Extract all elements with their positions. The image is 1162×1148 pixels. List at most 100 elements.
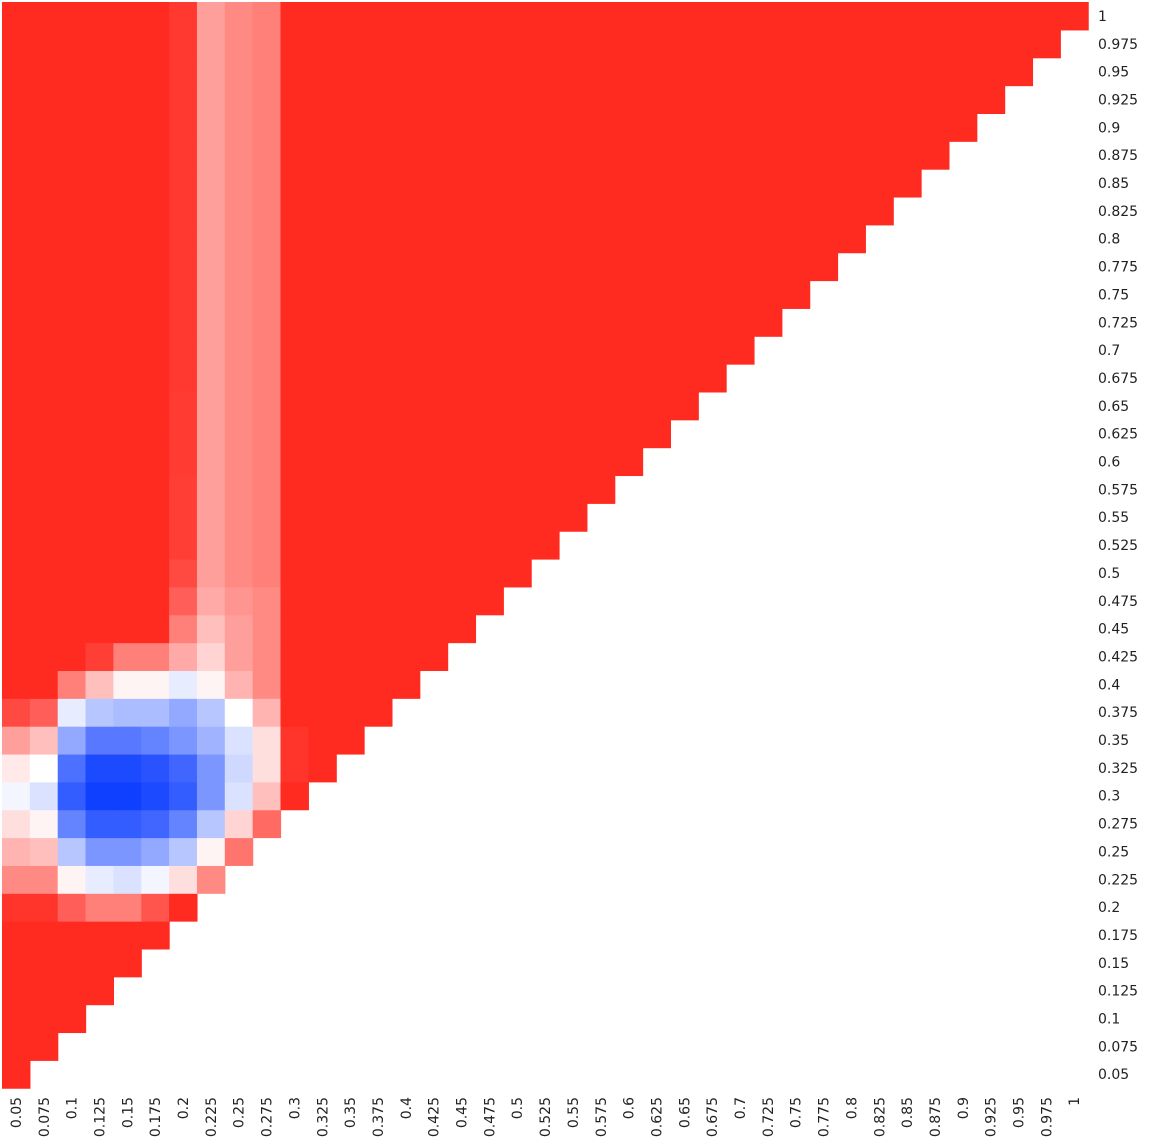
heatmap-cell [753, 57, 783, 87]
heatmap-cell [698, 364, 727, 393]
heatmap-cell [364, 559, 393, 588]
heatmap-cell [698, 336, 727, 365]
heatmap-cell [726, 29, 755, 59]
y-tick-label: 0.175 [1098, 928, 1138, 944]
heatmap-cell [196, 475, 226, 504]
heatmap-cell [391, 559, 421, 588]
heatmap-cell [503, 308, 532, 337]
heatmap-cell [559, 85, 588, 114]
heatmap-cell [2, 447, 31, 477]
heatmap-cell [364, 391, 393, 421]
heatmap-cell [726, 196, 755, 226]
heatmap-cell [948, 85, 978, 114]
heatmap-cell [57, 29, 87, 59]
heatmap-cell [948, 29, 978, 59]
heatmap-cell [141, 252, 170, 282]
heatmap-cell [2, 698, 31, 727]
heatmap-cell [670, 113, 699, 142]
heatmap-cell [57, 196, 87, 226]
heatmap-cell [531, 169, 560, 198]
heatmap-cell [29, 809, 59, 839]
y-tick-label: 0.825 [1098, 204, 1138, 220]
heatmap-cell [169, 113, 198, 142]
heatmap-cell [169, 57, 198, 87]
heatmap-cell [698, 85, 727, 114]
heatmap-cell [893, 169, 922, 198]
heatmap-cell [1032, 29, 1061, 59]
heatmap-cell [252, 642, 282, 671]
heatmap-cell [419, 336, 449, 365]
heatmap-cell [2, 976, 31, 1006]
heatmap-cell [586, 113, 616, 142]
heatmap-cell [113, 391, 142, 421]
heatmap-cell [2, 726, 31, 755]
heatmap-cell [29, 976, 59, 1006]
heatmap-cell [642, 57, 671, 87]
heatmap-cell [391, 447, 421, 477]
heatmap-cell [726, 2, 755, 31]
heatmap-cell [85, 196, 114, 226]
heatmap-cell [224, 113, 254, 142]
heatmap-cell [503, 531, 532, 560]
heatmap-cell [419, 391, 449, 421]
heatmap-cell [614, 364, 644, 393]
x-tick-label: 0.425 [427, 1097, 443, 1137]
heatmap-cell [559, 336, 588, 365]
heatmap-cell [280, 113, 309, 142]
heatmap-cell [85, 642, 114, 671]
heatmap-cell [336, 2, 365, 31]
heatmap-cell [141, 642, 170, 671]
heatmap-cell [224, 531, 254, 560]
heatmap-cell [280, 252, 309, 282]
heatmap-cell [252, 614, 282, 644]
heatmap-cell [280, 29, 309, 59]
heatmap-cell [586, 85, 616, 114]
heatmap-cell [308, 57, 337, 87]
heatmap-cell [57, 169, 87, 198]
heatmap-cell [336, 586, 365, 616]
heatmap-cell [57, 503, 87, 532]
heatmap-cell [837, 169, 866, 198]
heatmap-cell [29, 419, 59, 449]
y-tick-label: 0.95 [1098, 65, 1129, 81]
heatmap-cell [837, 2, 866, 31]
y-tick-label: 0.775 [1098, 260, 1138, 276]
heatmap-cell [224, 614, 254, 644]
heatmap-cell [391, 196, 421, 226]
heatmap-cell [224, 753, 254, 783]
heatmap-cell [670, 141, 699, 170]
heatmap-cell [113, 809, 142, 839]
heatmap-cell [614, 2, 644, 31]
heatmap-cell [85, 29, 114, 59]
heatmap-cell [447, 280, 477, 309]
x-tick-label: 0.275 [260, 1097, 276, 1137]
heatmap-cell [336, 113, 365, 142]
heatmap-cell [141, 364, 170, 393]
heatmap-cell [224, 280, 254, 309]
heatmap-cell [559, 391, 588, 421]
heatmap-cell [419, 364, 449, 393]
y-tick-label: 0.6 [1098, 455, 1120, 471]
heatmap-cell [224, 447, 254, 477]
heatmap-cell [85, 865, 114, 894]
heatmap-cell [586, 280, 616, 309]
heatmap-cell [113, 336, 142, 365]
heatmap-cell [308, 698, 337, 727]
heatmap-cell [336, 670, 365, 699]
heatmap-cell [280, 781, 309, 811]
heatmap-cell [336, 280, 365, 309]
heatmap-cell [29, 559, 59, 588]
x-tick-label: 0.725 [761, 1097, 777, 1137]
heatmap-cell [809, 2, 839, 31]
heatmap-cell [336, 447, 365, 477]
heatmap-cell [336, 726, 365, 755]
heatmap-cell [586, 308, 616, 337]
heatmap-cell [169, 447, 198, 477]
heatmap-cell [391, 29, 421, 59]
heatmap-cell [893, 113, 922, 142]
heatmap-cell [252, 196, 282, 226]
heatmap-cell [447, 419, 477, 449]
heatmap-cell [169, 781, 198, 811]
heatmap-cell [85, 809, 114, 839]
heatmap-cell [753, 196, 783, 226]
